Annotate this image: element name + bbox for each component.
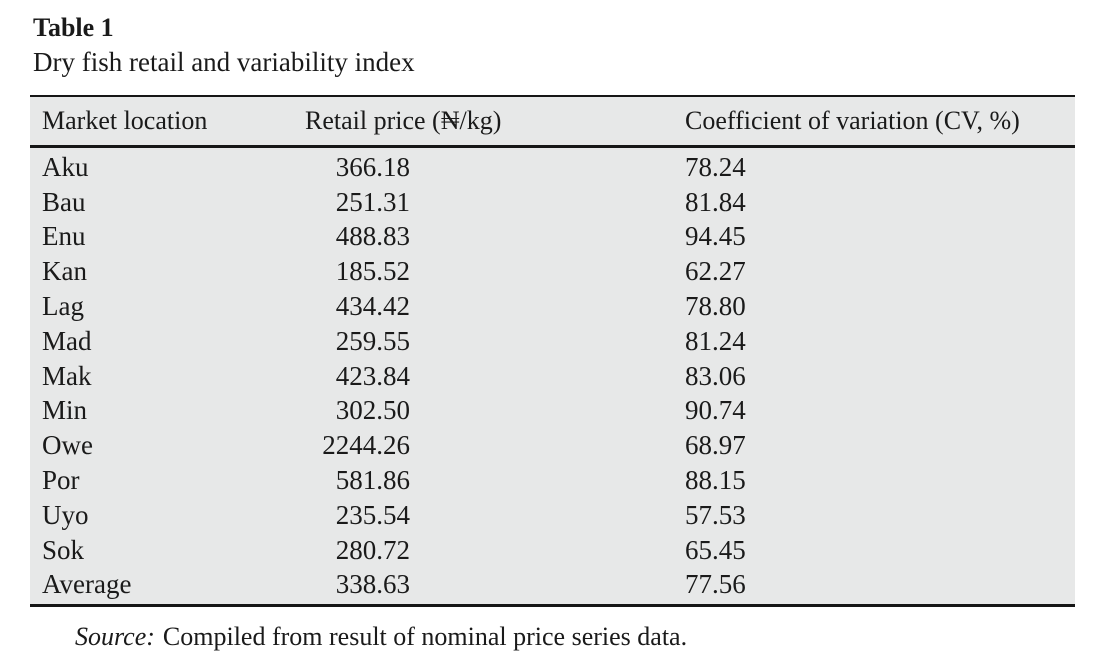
table-row: Min 302.50 90.74 bbox=[30, 394, 1075, 429]
table-row: Lag 434.42 78.80 bbox=[30, 289, 1075, 324]
column-header-coefficient-of-variation: Coefficient of variation (CV, %) bbox=[685, 106, 1020, 135]
table-body: Aku 366.18 78.24 Bau 251.31 81.84 Enu 48… bbox=[30, 148, 1075, 604]
retail-price-cell: 280.72 bbox=[335, 534, 410, 565]
market-location-cell: Mad bbox=[42, 325, 92, 356]
cv-cell: 90.74 bbox=[685, 395, 746, 426]
cv-cell: 68.97 bbox=[685, 430, 746, 461]
market-location-cell: Por bbox=[42, 465, 80, 496]
column-header-retail-price: Retail price (₦/kg) bbox=[305, 106, 502, 135]
column-header-market-location: Market location bbox=[42, 106, 208, 135]
table-row: Sok 280.72 65.45 bbox=[30, 533, 1075, 568]
table-row: Enu 488.83 94.45 bbox=[30, 220, 1075, 255]
market-location-cell: Min bbox=[42, 395, 88, 426]
retail-price-cell: 434.42 bbox=[335, 291, 410, 322]
market-location-cell: Owe bbox=[42, 430, 93, 461]
table-header-row: Market location Retail price (₦/kg) Coef… bbox=[30, 97, 1075, 148]
retail-price-cell: 302.50 bbox=[335, 395, 410, 426]
market-location-cell: Mak bbox=[42, 360, 92, 391]
retail-price-cell: 366.18 bbox=[335, 151, 410, 182]
table-row: Average 338.63 77.56 bbox=[30, 568, 1075, 603]
cv-cell: 88.15 bbox=[685, 465, 746, 496]
table-row: Bau 251.31 81.84 bbox=[30, 185, 1075, 220]
market-location-cell: Bau bbox=[42, 186, 86, 217]
market-location-cell: Enu bbox=[42, 221, 86, 252]
source-note-label: Source: bbox=[75, 622, 155, 651]
table-row: Mad 259.55 81.24 bbox=[30, 324, 1075, 359]
cv-cell: 57.53 bbox=[685, 499, 746, 530]
source-note-text: Compiled from result of nominal price se… bbox=[162, 622, 688, 651]
cv-cell: 94.45 bbox=[685, 221, 746, 252]
cv-cell: 81.84 bbox=[685, 186, 746, 217]
table-row: Owe 2244.26 68.97 bbox=[30, 428, 1075, 463]
cv-cell: 81.24 bbox=[685, 325, 746, 356]
cv-cell: 83.06 bbox=[685, 360, 746, 391]
retail-price-cell: 251.31 bbox=[335, 186, 410, 217]
market-location-cell: Average bbox=[42, 569, 132, 600]
table-row: Aku 366.18 78.24 bbox=[30, 150, 1075, 185]
retail-price-cell: 488.83 bbox=[335, 221, 410, 252]
market-location-cell: Aku bbox=[42, 151, 89, 182]
table-row: Mak 423.84 83.06 bbox=[30, 359, 1075, 394]
cv-cell: 78.80 bbox=[685, 291, 746, 322]
market-location-cell: Uyo bbox=[42, 499, 89, 530]
table-label: Table 1 bbox=[33, 13, 114, 42]
retail-price-cell: 423.84 bbox=[335, 360, 410, 391]
market-location-cell: Sok bbox=[42, 534, 85, 565]
cv-cell: 65.45 bbox=[685, 534, 746, 565]
retail-price-cell: 259.55 bbox=[335, 325, 410, 356]
source-note: Source: Compiled from result of nominal p… bbox=[75, 620, 687, 653]
table-row: Por 581.86 88.15 bbox=[30, 463, 1075, 498]
cv-cell: 62.27 bbox=[685, 256, 746, 287]
retail-price-cell: 338.63 bbox=[335, 569, 410, 600]
market-location-cell: Lag bbox=[42, 291, 84, 322]
retail-price-cell: 185.52 bbox=[335, 256, 410, 287]
market-location-cell: Kan bbox=[42, 256, 87, 287]
table-caption: Dry fish retail and variability index bbox=[33, 47, 415, 77]
table-row: Kan 185.52 62.27 bbox=[30, 254, 1075, 289]
retail-price-cell: 581.86 bbox=[335, 465, 410, 496]
cv-cell: 78.24 bbox=[685, 151, 746, 182]
cv-cell: 77.56 bbox=[685, 569, 746, 600]
retail-price-cell: 2244.26 bbox=[322, 430, 410, 461]
table-row: Uyo 235.54 57.53 bbox=[30, 498, 1075, 533]
data-table: Market location Retail price (₦/kg) Coef… bbox=[30, 95, 1075, 608]
retail-price-cell: 235.54 bbox=[335, 499, 410, 530]
